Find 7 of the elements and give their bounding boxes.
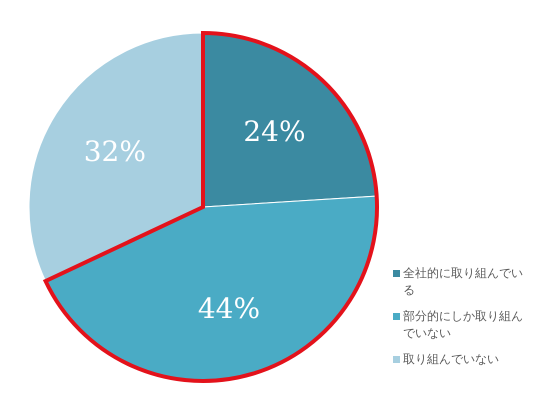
legend-label: 全社的に取り組んでいる [403, 266, 523, 297]
legend-label: 部分的にしか取り組んでいない [403, 309, 523, 340]
data-label: 44% [198, 292, 260, 326]
data-label: 24% [243, 114, 306, 148]
pie-slice [28, 32, 204, 282]
legend-label: 取り組んでいない [403, 352, 499, 366]
data-label: 32% [84, 135, 146, 168]
